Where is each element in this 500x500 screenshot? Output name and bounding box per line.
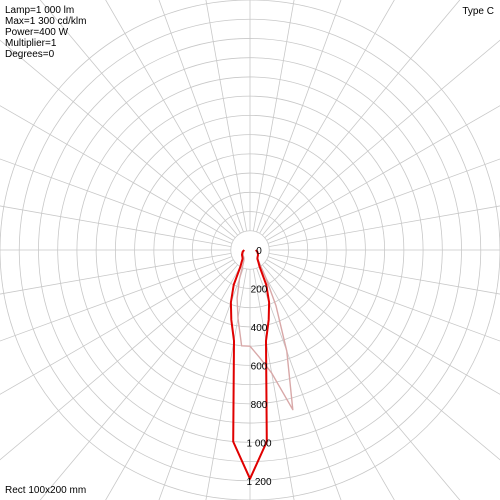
grid-spoke [267, 256, 500, 342]
grid-spoke [205, 268, 248, 500]
power-info: Power=400 W [5, 27, 69, 38]
grid-spoke [252, 268, 295, 500]
grid-spoke [205, 0, 248, 232]
grid-spoke [105, 0, 241, 234]
grid-spoke [0, 256, 233, 342]
grid-spoke [39, 264, 238, 500]
grid-spoke [252, 0, 295, 232]
intensity-curve-c0-c180 [229, 249, 271, 480]
grid-spoke [267, 158, 500, 244]
tick-label: 0 [256, 246, 262, 257]
max-info: Max=1 300 cd/klm [5, 16, 87, 27]
luminaire-dimension-label: Rect 100x200 mm [5, 485, 87, 496]
grid-spoke [0, 205, 232, 248]
grid-spoke [268, 205, 500, 248]
photometric-info: Lamp=1 000 lm Max=1 300 cd/klm Power=400… [5, 5, 86, 60]
photometry-type-label: Type C [462, 6, 494, 17]
grid-spoke [158, 267, 244, 500]
radial-tick-labels: 0 200 400 600 800 1 000 1 200 [246, 246, 271, 488]
grid-spoke [0, 105, 234, 241]
grid-spoke [39, 0, 238, 236]
tick-label: 1 200 [246, 477, 271, 488]
grid-spoke [266, 105, 500, 241]
grid-spoke [0, 262, 236, 461]
grid-spoke [256, 267, 342, 500]
grid-spoke [0, 259, 234, 395]
grid-spoke [259, 266, 395, 500]
grid-spoke [158, 0, 244, 233]
intensity-curves [229, 249, 294, 480]
grid-spoke [256, 0, 342, 233]
tick-label: 600 [251, 361, 268, 372]
grid-spoke [266, 259, 500, 395]
grid-spoke [0, 252, 232, 295]
grid-spoke [105, 266, 241, 500]
grid-spoke [264, 39, 500, 238]
grid-spoke [268, 252, 500, 295]
tick-label: 400 [251, 323, 268, 334]
grid-spoke [0, 39, 236, 238]
lamp-info: Lamp=1 000 lm [5, 5, 75, 16]
grid-spoke [262, 264, 461, 500]
tick-label: 800 [251, 400, 268, 411]
tick-label: 200 [251, 284, 268, 295]
grid-spoke [264, 262, 500, 461]
grid-spoke [0, 158, 233, 244]
grid-ring [230, 230, 270, 270]
grid-spoke [262, 0, 461, 236]
multiplier-info: Multiplier=1 [5, 38, 57, 49]
grid-spoke [259, 0, 395, 234]
degrees-info: Degrees=0 [5, 49, 55, 60]
tick-label: 1 000 [246, 438, 271, 449]
